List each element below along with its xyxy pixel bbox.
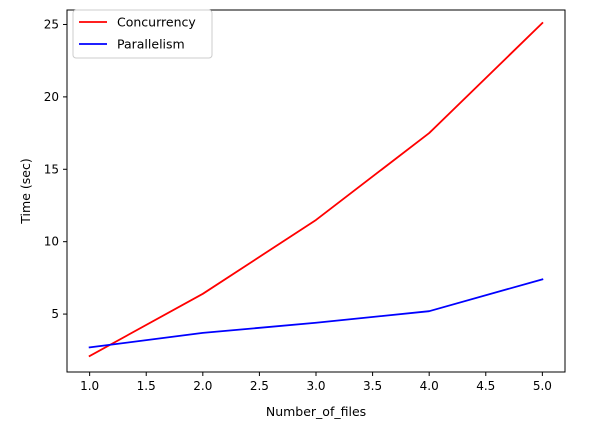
legend-label: Concurrency [117,15,196,30]
x-tick-label: 3.5 [363,379,382,393]
y-axis-ticks: 5 10 15 20 25 [44,17,67,321]
y-tick-label: 20 [44,90,59,104]
legend-box [72,9,213,59]
y-tick-label: 25 [44,17,59,31]
x-tick-label: 2.5 [250,379,269,393]
series-line-concurrency [88,21,544,358]
x-tick-label: 4.5 [476,379,495,393]
x-tick-label: 4.0 [420,379,439,393]
x-tick-label: 1.0 [80,379,99,393]
x-axis-label: Number_of_files [266,404,366,419]
x-tick-label: 3.0 [306,379,325,393]
x-axis-ticks: 1.0 1.5 2.0 2.5 3.0 3.5 4.0 4.5 5.0 [80,372,552,393]
y-axis-label: Time (sec) [18,158,33,224]
legend-label: Parallelism [117,37,185,52]
series-layer [88,21,544,358]
legend: Concurrency Parallelism [72,9,213,59]
x-tick-label: 1.5 [137,379,156,393]
y-tick-label: 15 [44,162,59,176]
series-line-parallelism [88,278,544,349]
plot-frame [66,9,566,373]
y-tick-label: 10 [44,235,59,249]
x-tick-label: 2.0 [193,379,212,393]
y-tick-label: 5 [51,307,59,321]
x-tick-label: 5.0 [533,379,552,393]
